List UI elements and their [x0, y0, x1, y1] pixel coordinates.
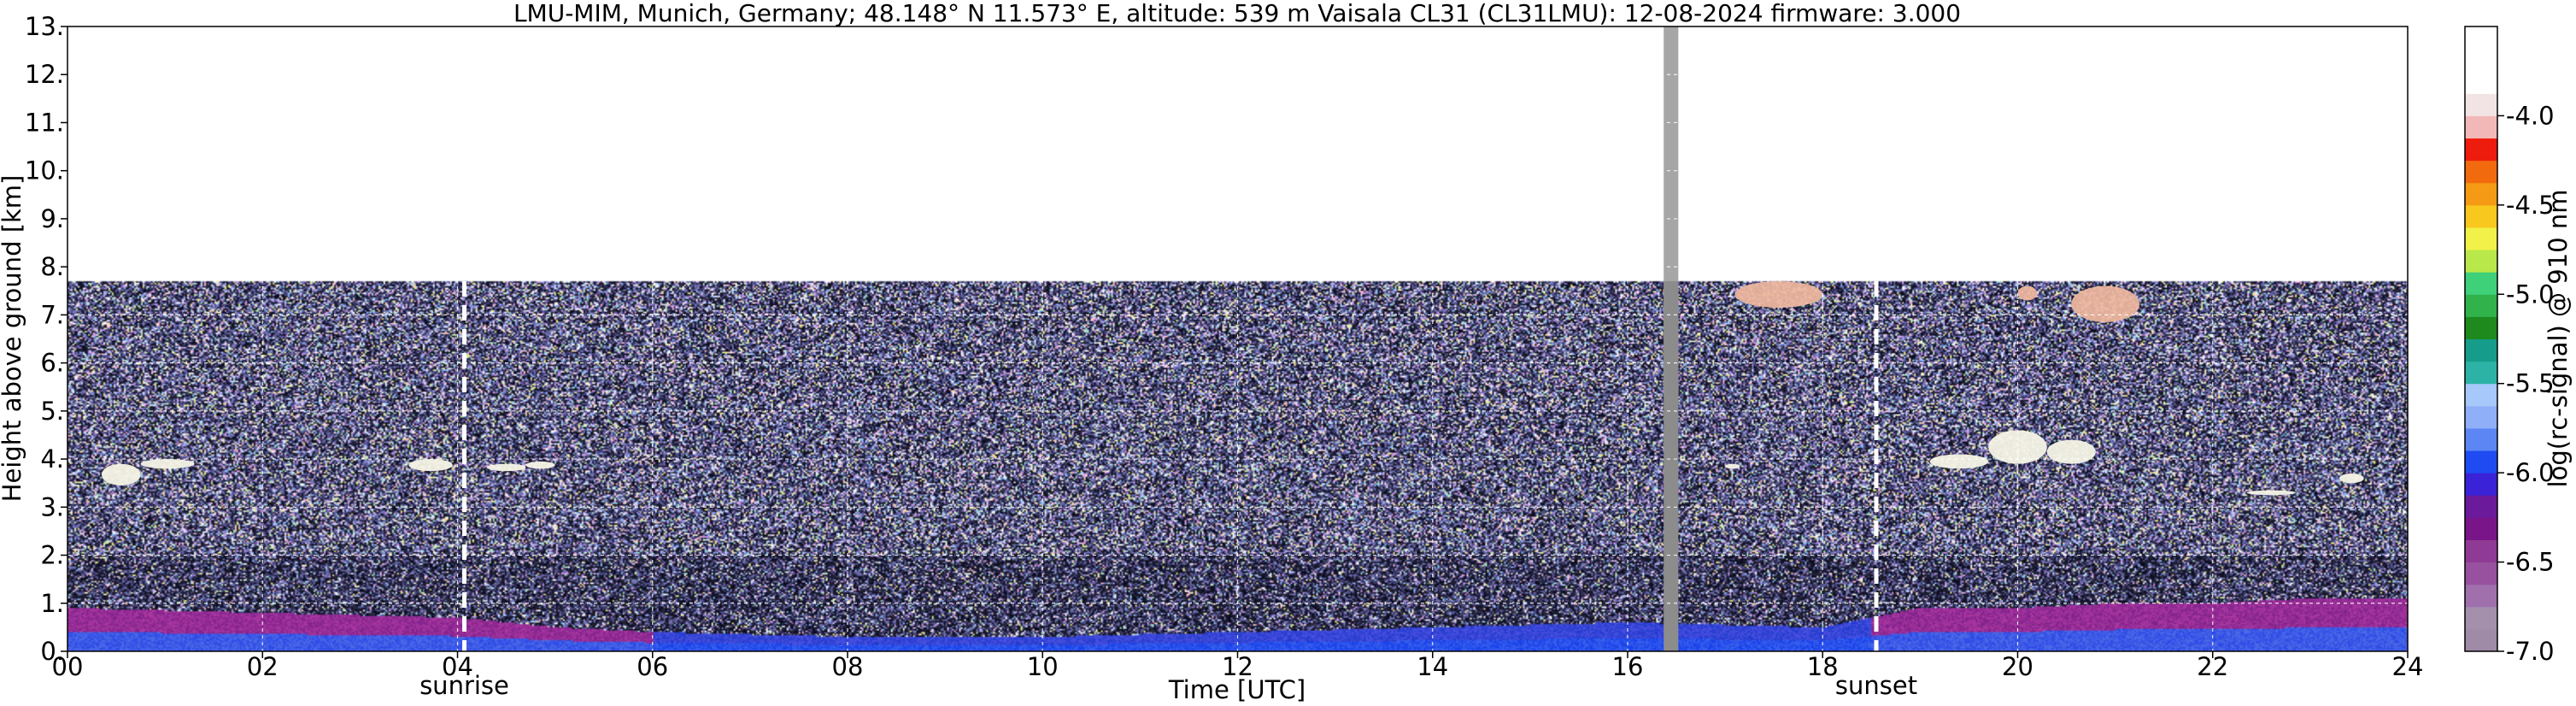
x-tick-label: 10 [1027, 652, 1059, 681]
sunset-label: sunset [1835, 671, 1917, 700]
x-tick-label: 00 [52, 652, 84, 681]
cloud-feature [101, 463, 141, 486]
y-tick-label: 6. [40, 349, 64, 378]
cloud-layer [101, 281, 2364, 496]
colorbar-level [2465, 383, 2497, 407]
y-tick-label: 11. [25, 108, 64, 137]
x-tick-label: 04 [442, 652, 473, 681]
colorbar-level [2465, 250, 2497, 273]
colorbar-level [2465, 227, 2497, 250]
annotation-line-layer [461, 281, 1879, 651]
colorbar-tick-label: -4.0 [2506, 101, 2555, 130]
cloud-feature [2017, 285, 2038, 301]
cloud-feature [2046, 439, 2096, 464]
y-tick-label: 7. [40, 300, 64, 329]
colorbar-level [2465, 427, 2497, 451]
colorbar-level [2465, 182, 2497, 206]
x-tick-label: 24 [2392, 652, 2424, 681]
colorbar-level [2465, 338, 2497, 362]
x-tick-label: 20 [2002, 652, 2033, 681]
cloud-feature [408, 459, 453, 472]
data-gap-band [1664, 281, 1679, 651]
colorbar-tick-label: -6.5 [2506, 548, 2555, 577]
colorbar-level [2465, 606, 2497, 630]
y-tick-label: 5. [40, 397, 64, 426]
y-tick-label: 3. [40, 492, 64, 521]
y-axis-label: Height above ground [km] [0, 175, 26, 503]
cloud-feature [525, 461, 555, 469]
colorbar-label: log(rc-signal) @ 910 nm [2544, 190, 2573, 488]
colorbar-tick-label: -5.0 [2506, 279, 2555, 309]
x-tick-label: 18 [1807, 652, 1839, 681]
y-tick-label: 10. [25, 156, 64, 185]
colorbar-level [2465, 450, 2497, 474]
x-tick-label: 12 [1222, 652, 1253, 681]
x-tick-label: 22 [2197, 652, 2228, 681]
colorbar-ticks: -4.0 -4.5 -5.0 -5.5 -6.0 -6.5 -7.0 [2497, 101, 2555, 666]
y-tick-label: 1. [40, 589, 64, 618]
colorbar [2465, 26, 2497, 652]
cloud-feature [1929, 454, 1989, 469]
colorbar-level [2465, 26, 2497, 94]
colorbar-level [2465, 495, 2497, 518]
x-tick-label: 08 [832, 652, 864, 681]
colorbar-level [2465, 316, 2497, 339]
heatmap-layer [67, 26, 2408, 651]
colorbar-frame [2464, 26, 2498, 652]
cloud-feature [140, 459, 195, 469]
y-tick-label: 13. [25, 12, 64, 41]
colorbar-level [2465, 473, 2497, 496]
backscatter-heatmap [67, 26, 2408, 651]
y-tick-label: 0. [40, 637, 64, 666]
colorbar-level [2465, 160, 2497, 184]
annotation-labels: sunrise sunset [420, 671, 1917, 700]
colorbar-tick-label: -7.0 [2506, 637, 2555, 666]
cloud-feature [486, 463, 526, 472]
y-tick-label: 12. [25, 60, 64, 89]
x-tick-label: 16 [1612, 652, 1644, 681]
y-tick-label: 9. [40, 204, 64, 233]
colorbar-level [2465, 562, 2497, 585]
cloud-feature [2246, 490, 2296, 496]
y-tick-label: 4. [40, 444, 64, 474]
cloud-feature [1734, 281, 1823, 308]
cloud-feature [1725, 463, 1740, 469]
colorbar-level [2465, 115, 2497, 139]
colorbar-level [2465, 361, 2497, 385]
y-tick-label: 8. [40, 252, 64, 281]
colorbar-level [2465, 93, 2497, 116]
x-axis: 00 02 04 06 08 10 12 14 16 18 20 22 24 [52, 651, 2424, 681]
colorbar-level [2465, 405, 2497, 429]
x-tick-label: 06 [637, 652, 668, 681]
chart-title: LMU-MIM, Munich, Germany; 48.148° N 11.5… [513, 0, 1961, 27]
colorbar-level [2465, 272, 2497, 295]
grid-layer [67, 26, 2408, 651]
plot-area [67, 26, 2408, 651]
colorbar-tick-label: -4.5 [2506, 191, 2555, 220]
colorbar-level [2465, 539, 2497, 563]
y-tick-label: 2. [40, 541, 64, 570]
sunrise-label: sunrise [420, 671, 509, 700]
data-gap-layer [1664, 26, 1679, 651]
colorbar-tick-label: -6.0 [2506, 458, 2555, 487]
y-axis: 0. 1. 2. 3. 4. 5. 6. 7. 8. 9. 10. 11. 12. 13. [25, 12, 67, 666]
colorbar-level [2465, 294, 2497, 317]
colorbar-level [2465, 628, 2497, 652]
x-tick-label: 14 [1417, 652, 1448, 681]
colorbar-level [2465, 204, 2497, 228]
cloud-feature [2071, 285, 2140, 322]
cloud-feature [2339, 473, 2364, 484]
x-tick-label: 02 [247, 652, 279, 681]
colorbar-level [2465, 584, 2497, 608]
colorbar-level [2465, 517, 2497, 540]
colorbar-level [2465, 138, 2497, 162]
cloud-feature [1988, 430, 2047, 464]
colorbar-tick-label: -5.5 [2506, 369, 2555, 398]
x-axis-label: Time [UTC] [1168, 675, 1306, 704]
